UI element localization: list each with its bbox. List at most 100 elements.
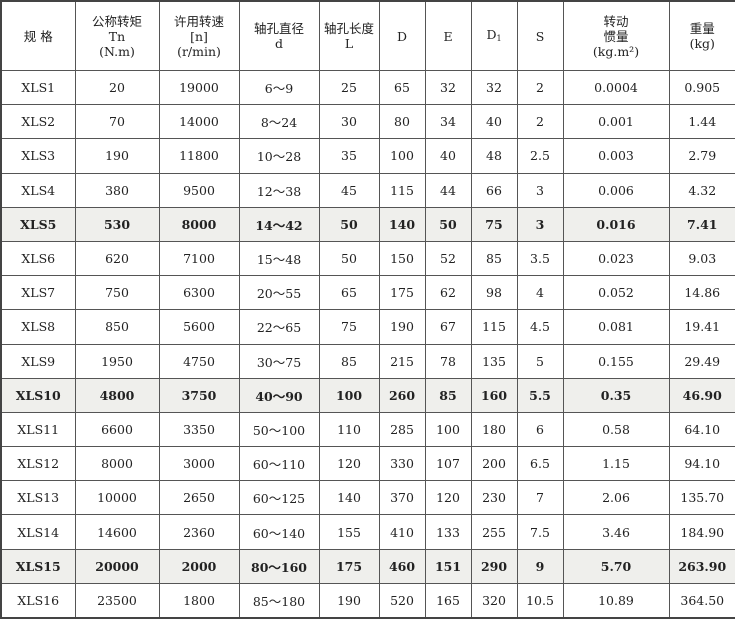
table-cell: 4.5 (516, 309, 564, 345)
table-cell: XLS16 (0, 582, 76, 619)
header-text: L (344, 36, 354, 51)
table-cell: 1950 (74, 343, 160, 379)
header-text: 重量 (689, 21, 715, 36)
table-cell: 50 (318, 206, 380, 242)
header-text: D (396, 28, 408, 44)
table-cell: 45 (318, 172, 380, 208)
header-subscript: 1 (496, 33, 502, 43)
table-cell: 330 (378, 446, 426, 482)
table-cell: 100 (424, 411, 472, 448)
table-cell: 530 (74, 206, 160, 242)
table-cell: 0.016 (562, 206, 670, 242)
table-cell: 200 (470, 446, 518, 482)
header-text: D1 (486, 26, 502, 43)
table-cell: 62 (424, 275, 472, 311)
column-header: E (424, 0, 472, 71)
column-header: 轴孔长度 L (318, 0, 380, 71)
table-cell: XLS2 (0, 104, 76, 140)
table-cell: 2.06 (562, 480, 670, 516)
table-row: XLS8 850 5600 22～65 75 190 67 115 4.5 0.081 19.41 (0, 309, 735, 345)
table-cell: 0.001 (562, 104, 670, 140)
table-cell: 8000 (74, 446, 160, 482)
table-cell: 8000 (158, 206, 240, 242)
table-cell: 4 (516, 275, 564, 311)
table-cell: 78 (424, 343, 472, 379)
table-cell: 175 (318, 548, 380, 584)
table-cell: 850 (74, 309, 160, 345)
table-cell: 7100 (158, 240, 240, 277)
table-cell: 66 (470, 172, 518, 208)
table-cell: 85 (424, 377, 472, 413)
table-cell: 0.905 (668, 69, 735, 106)
table-cell: 370 (378, 480, 426, 516)
table-cell: 175 (378, 275, 426, 311)
table-cell: 7 (516, 480, 564, 516)
table-cell: 46.90 (668, 377, 735, 413)
table-cell: 165 (424, 582, 472, 619)
table-cell: 263.90 (668, 548, 735, 584)
table-cell: 255 (470, 514, 518, 550)
table-cell: 150 (378, 240, 426, 277)
column-header: 重量 (kg) (668, 0, 735, 71)
table-cell: 35 (318, 138, 380, 174)
table-cell: 3.5 (516, 240, 564, 277)
table-cell: 5.5 (516, 377, 564, 413)
table-cell: 60～140 (238, 514, 320, 550)
table-cell: 50 (318, 240, 380, 277)
table-row: XLS14 14600 2360 60～140 155 410 133 255 7.5 3.46 1… (0, 514, 735, 550)
table-row: XLS5 530 8000 14～42 50 140 50 75 3 0.016 7.41 (0, 206, 735, 242)
table-cell: XLS10 (0, 377, 76, 413)
table-cell: 85 (318, 343, 380, 379)
table-cell: 34 (424, 104, 472, 140)
header-text: (kg.m²) (592, 43, 640, 59)
header-text: 轴孔直径 (253, 21, 304, 36)
table-cell: 2360 (158, 514, 240, 550)
header-text: 轴孔长度 (323, 21, 374, 36)
column-header: 公称转矩 Tn (N.m) (74, 0, 160, 71)
table-cell: 15～48 (238, 240, 320, 277)
table-cell: 2650 (158, 480, 240, 516)
table-cell: 115 (470, 309, 518, 345)
table-cell: 2.79 (668, 138, 735, 174)
table-row: XLS2 70 14000 8～24 30 80 34 40 2 0.001 1.44 (0, 104, 735, 140)
table-cell: 5 (516, 343, 564, 379)
table-cell: 50～100 (238, 411, 320, 448)
table-cell: 0.081 (562, 309, 670, 345)
table-cell: 64.10 (668, 411, 735, 448)
table-cell: 30 (318, 104, 380, 140)
table-cell: 100 (378, 138, 426, 174)
table-cell: XLS6 (0, 240, 76, 277)
column-header: S (516, 0, 564, 71)
table-cell: XLS4 (0, 172, 76, 208)
table-row: XLS7 750 6300 20～55 65 175 62 98 4 0.052 14.86 (0, 275, 735, 311)
table-cell: 135 (470, 343, 518, 379)
table-cell: 80 (378, 104, 426, 140)
table-cell: 1800 (158, 582, 240, 619)
table-cell: 0.58 (562, 411, 670, 448)
table-cell: XLS9 (0, 343, 76, 379)
table-cell: 115 (378, 172, 426, 208)
table-cell: 2000 (158, 548, 240, 584)
table-cell: 44 (424, 172, 472, 208)
table-cell: 22～65 (238, 309, 320, 345)
table-cell: 100 (318, 377, 380, 413)
table-cell: 6.5 (516, 446, 564, 482)
table-cell: 85 (470, 240, 518, 277)
table-cell: 364.50 (668, 582, 735, 619)
table-cell: 10000 (74, 480, 160, 516)
table-cell: 380 (74, 172, 160, 208)
table-cell: XLS11 (0, 411, 76, 448)
table-cell: 3 (516, 172, 564, 208)
table-row: XLS13 10000 2650 60～125 140 370 120 230 7 2.06 135… (0, 480, 735, 516)
column-header: D (378, 0, 426, 71)
table-cell: 155 (318, 514, 380, 550)
table-cell: 140 (378, 206, 426, 242)
table-cell: 3750 (158, 377, 240, 413)
table-cell: 190 (378, 309, 426, 345)
table-cell: 120 (318, 446, 380, 482)
table-cell: 10.5 (516, 582, 564, 619)
table-cell: XLS14 (0, 514, 76, 550)
table-cell: 4.32 (668, 172, 735, 208)
header-text: 公称转矩 (91, 13, 142, 29)
